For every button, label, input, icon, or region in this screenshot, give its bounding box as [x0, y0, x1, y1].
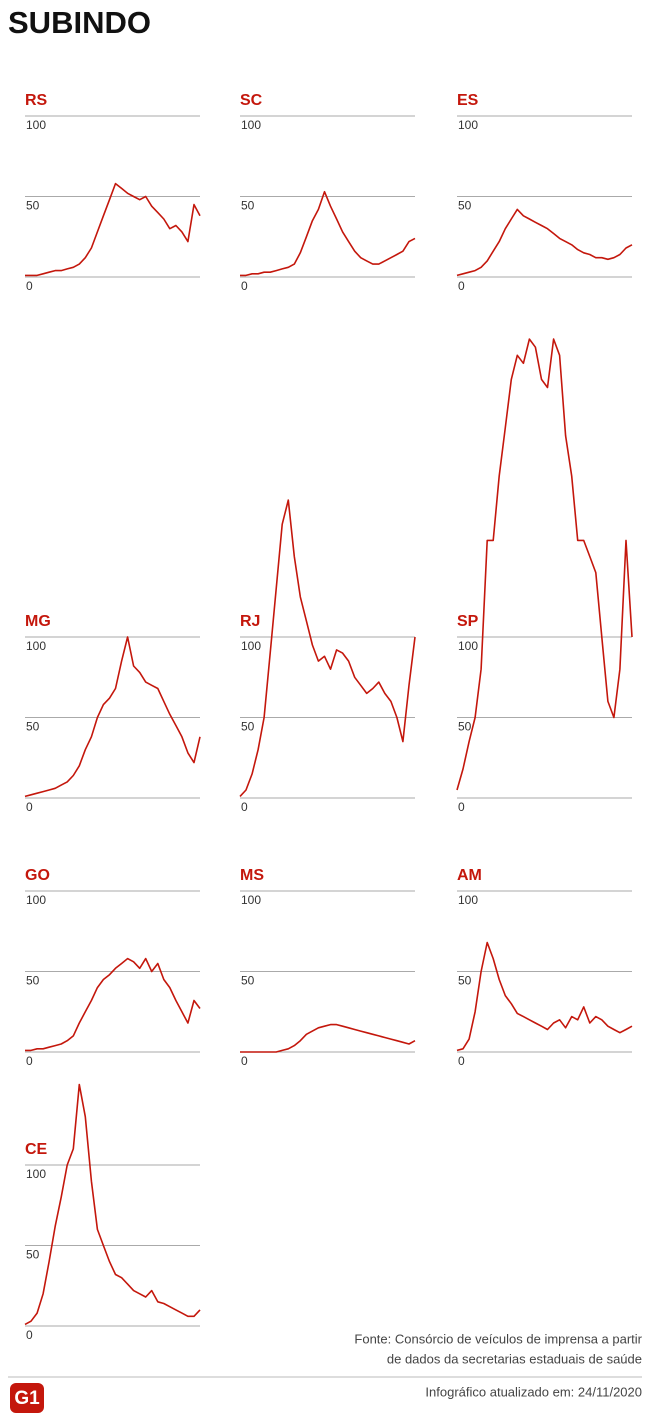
- y-tick-label: 50: [26, 720, 40, 734]
- updated-note: Infográfico atualizado em: 24/11/2020: [425, 1384, 642, 1399]
- y-tick-label: 0: [458, 800, 465, 814]
- panel-title: RS: [25, 92, 48, 109]
- panel-title: CE: [25, 1141, 48, 1158]
- panel-title: SP: [457, 613, 479, 630]
- data-line: [240, 1023, 416, 1053]
- y-tick-label: 50: [458, 720, 472, 734]
- data-line: [25, 957, 201, 1052]
- panel-title: MS: [240, 867, 264, 884]
- panel-title: RJ: [240, 613, 260, 630]
- y-tick-label: 0: [26, 1328, 33, 1342]
- y-tick-label: 0: [26, 279, 33, 293]
- y-tick-label: 0: [241, 1054, 248, 1068]
- data-line: [240, 190, 416, 277]
- y-tick-label: 50: [26, 1248, 40, 1262]
- y-tick-label: 100: [458, 893, 478, 907]
- source-line: de dados da secretarias estaduais de saú…: [387, 1351, 642, 1366]
- y-tick-label: 100: [241, 639, 261, 653]
- y-tick-label: 50: [26, 199, 40, 213]
- panel-title: AM: [457, 867, 482, 884]
- panel-title: MG: [25, 613, 51, 630]
- y-tick-label: 100: [26, 893, 46, 907]
- y-tick-label: 100: [26, 1167, 46, 1181]
- y-tick-label: 50: [458, 199, 472, 213]
- y-tick-label: 100: [241, 118, 261, 132]
- data-line: [456, 208, 633, 277]
- y-tick-label: 0: [241, 279, 248, 293]
- logo: G1: [14, 1388, 40, 1409]
- panel-title: GO: [25, 867, 50, 884]
- y-tick-label: 50: [241, 199, 255, 213]
- y-tick-label: 0: [458, 279, 465, 293]
- panel-title: ES: [457, 92, 479, 109]
- source-line: Fonte: Consórcio de veículos de imprensa…: [354, 1331, 642, 1346]
- y-tick-label: 100: [458, 118, 478, 132]
- panel-title: SC: [240, 92, 263, 109]
- logo-box: [10, 1383, 44, 1413]
- page-title: SUBINDO: [8, 5, 151, 40]
- y-tick-label: 50: [26, 974, 40, 988]
- y-tick-label: 100: [26, 639, 46, 653]
- y-tick-label: 100: [458, 639, 478, 653]
- y-tick-label: 50: [241, 720, 255, 734]
- y-tick-label: 100: [26, 118, 46, 132]
- data-line: [24, 636, 201, 798]
- y-tick-label: 0: [26, 1054, 33, 1068]
- data-line: [456, 941, 633, 1052]
- y-tick-label: 0: [241, 800, 248, 814]
- data-line: [456, 338, 633, 791]
- data-line: [239, 499, 416, 797]
- data-line: [24, 1083, 201, 1326]
- y-tick-label: 50: [458, 974, 472, 988]
- y-tick-label: 0: [458, 1054, 465, 1068]
- data-line: [25, 182, 201, 277]
- y-tick-label: 50: [241, 974, 255, 988]
- y-tick-label: 100: [241, 893, 261, 907]
- y-tick-label: 0: [26, 800, 33, 814]
